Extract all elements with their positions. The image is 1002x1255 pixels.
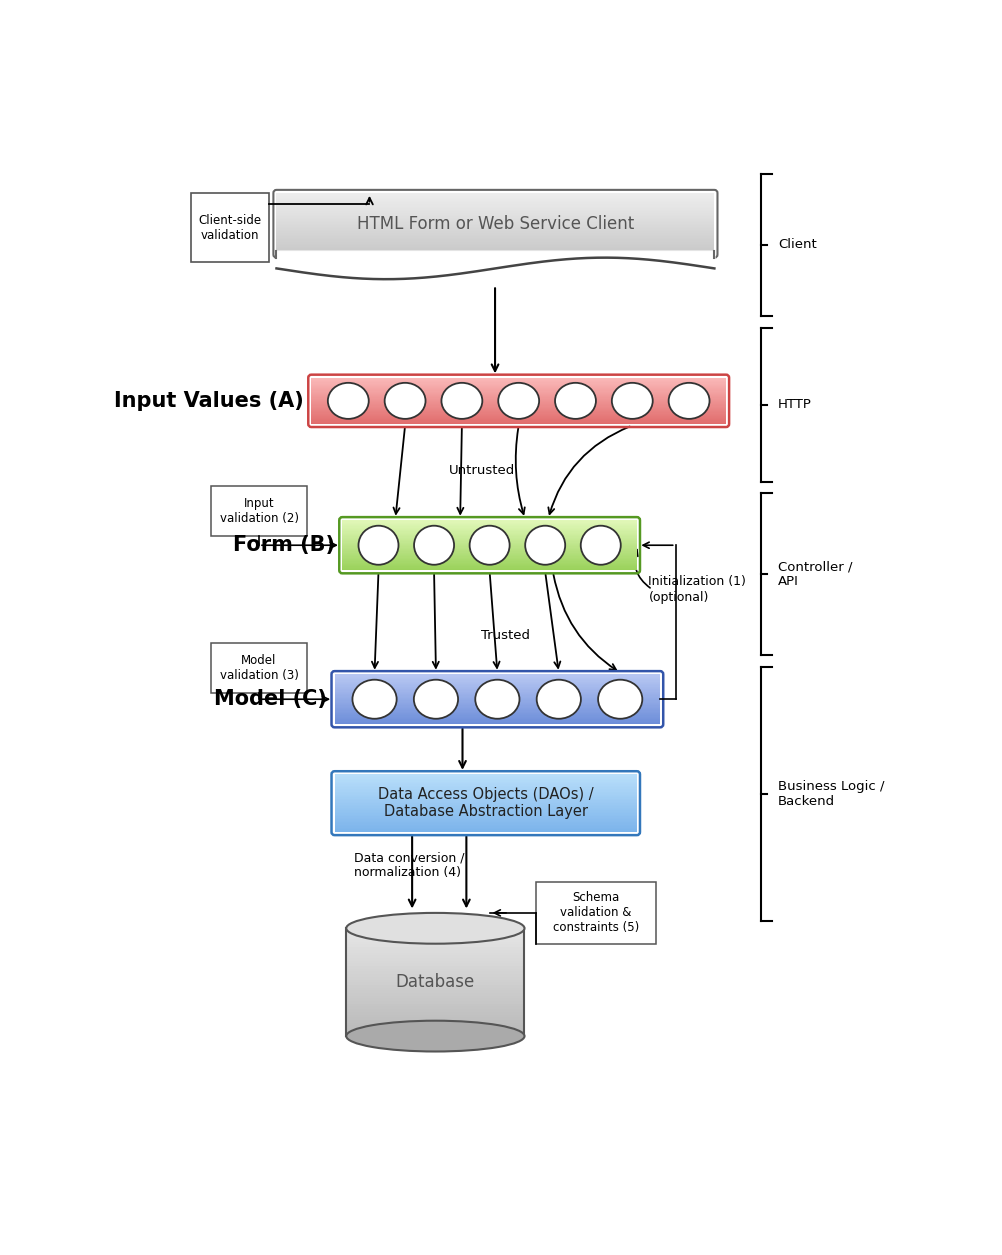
Text: Data Access Objects (DAOs) /
Database Abstraction Layer: Data Access Objects (DAOs) / Database Ab… [378, 787, 593, 820]
Bar [346, 929, 524, 931]
Text: Model (C): Model (C) [213, 689, 327, 709]
Ellipse shape [384, 383, 425, 419]
Bar [335, 823, 636, 825]
Ellipse shape [352, 680, 396, 719]
Text: Database: Database [396, 973, 475, 991]
Bar [346, 950, 524, 953]
Bar [277, 216, 713, 217]
Bar [335, 809, 636, 811]
Bar [277, 223, 713, 226]
Bar [277, 222, 713, 223]
Bar [335, 821, 636, 822]
Bar [536, 882, 655, 944]
Text: Client: Client [778, 238, 816, 251]
Bar [277, 251, 713, 254]
Bar [277, 213, 713, 215]
Bar [277, 228, 713, 230]
Bar [277, 193, 713, 195]
Text: Untrusted: Untrusted [448, 463, 514, 477]
Bar [277, 233, 713, 235]
Bar [335, 811, 636, 812]
Text: Initialization (1)
(optional): Initialization (1) (optional) [648, 576, 745, 604]
Bar [335, 794, 636, 796]
Ellipse shape [469, 526, 509, 565]
Bar [346, 1030, 524, 1033]
Bar [335, 813, 636, 814]
Bar [335, 799, 636, 801]
Bar [277, 236, 713, 237]
Bar [277, 231, 713, 233]
Text: Input Values (A): Input Values (A) [114, 390, 304, 410]
Bar [335, 796, 636, 797]
Ellipse shape [328, 383, 369, 419]
Bar [346, 971, 524, 974]
Bar [346, 955, 524, 958]
Bar [346, 948, 524, 950]
Bar [335, 817, 636, 820]
Bar [335, 825, 636, 826]
Bar [335, 804, 636, 806]
Bar [346, 983, 524, 985]
Bar [346, 945, 524, 948]
Bar [335, 806, 636, 807]
Bar [277, 227, 713, 228]
Ellipse shape [358, 526, 398, 565]
Bar [346, 1014, 524, 1018]
Bar [346, 1028, 524, 1030]
Bar [335, 792, 636, 793]
Bar [277, 230, 713, 231]
Bar [335, 803, 636, 804]
Bar [210, 644, 308, 694]
Bar [335, 820, 636, 821]
Bar [335, 782, 636, 783]
Bar [277, 226, 713, 227]
Bar [346, 976, 524, 979]
Bar [277, 196, 713, 197]
Bar [277, 242, 713, 243]
Bar [277, 247, 713, 248]
Bar [277, 217, 713, 220]
Bar [335, 814, 636, 816]
Bar [335, 776, 636, 777]
Bar [346, 939, 524, 941]
Bar [277, 208, 713, 210]
Bar [335, 831, 636, 832]
Bar [191, 193, 269, 262]
Bar [335, 802, 636, 803]
Bar [335, 783, 636, 784]
Bar [335, 793, 636, 794]
Bar [346, 1025, 524, 1028]
Bar [335, 801, 636, 802]
Ellipse shape [580, 526, 620, 565]
Ellipse shape [441, 383, 482, 419]
Bar [335, 812, 636, 813]
Bar [335, 822, 636, 823]
Text: Input
validation (2): Input validation (2) [219, 497, 299, 525]
Text: Data conversion /
normalization (4): Data conversion / normalization (4) [354, 851, 464, 880]
Ellipse shape [597, 680, 641, 719]
Bar [346, 985, 524, 988]
Ellipse shape [346, 912, 524, 944]
Bar [346, 941, 524, 945]
Text: Trusted: Trusted [480, 629, 529, 643]
Bar [277, 250, 713, 251]
Bar [335, 807, 636, 809]
Bar [346, 960, 524, 964]
Bar [346, 1012, 524, 1014]
Bar [346, 995, 524, 999]
Bar [277, 241, 713, 242]
Bar [346, 936, 524, 939]
Bar [346, 934, 524, 936]
Bar [346, 990, 524, 993]
Text: Schema
validation &
constraints (5): Schema validation & constraints (5) [552, 891, 638, 935]
Bar [346, 1023, 524, 1025]
Bar [335, 774, 636, 776]
Bar [346, 974, 524, 976]
Bar [335, 784, 636, 786]
Bar [335, 828, 636, 830]
Text: Business Logic /
Backend: Business Logic / Backend [778, 779, 884, 807]
Bar [277, 254, 713, 255]
Bar [335, 816, 636, 817]
Bar [277, 240, 713, 241]
Bar [346, 1018, 524, 1020]
